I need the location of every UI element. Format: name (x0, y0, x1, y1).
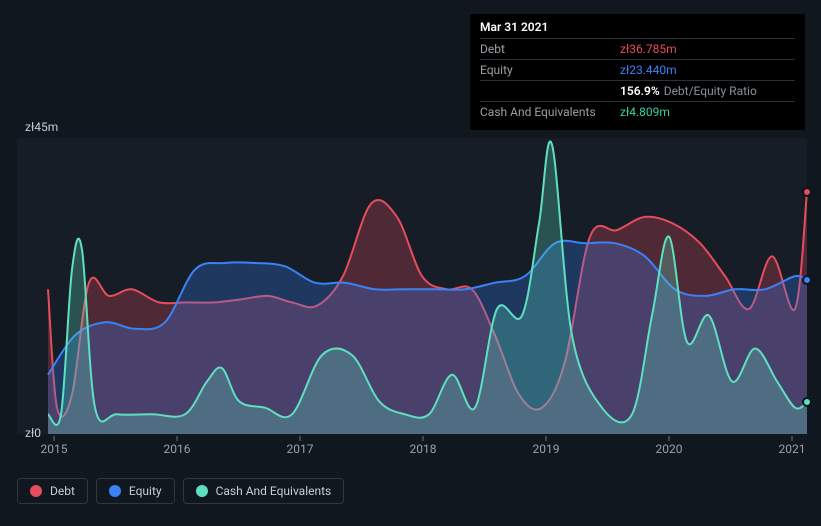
legend-swatch (196, 485, 208, 497)
x-tick: 2019 (533, 442, 560, 456)
chart-tooltip: Mar 31 2021 Debtzł36.785mEquityzł23.440m… (470, 14, 805, 130)
cursor-marker (802, 397, 812, 407)
chart-svg (17, 138, 807, 434)
x-tick: 2017 (287, 442, 314, 456)
legend-label: Cash And Equivalents (216, 484, 332, 498)
tooltip-row-label: Equity (480, 63, 620, 77)
tooltip-row: Equityzł23.440m (480, 59, 795, 80)
tooltip-row-value: 156.9%Debt/Equity Ratio (620, 84, 757, 98)
cursor-marker (802, 187, 812, 197)
tooltip-row: 156.9%Debt/Equity Ratio (480, 80, 795, 101)
tooltip-row: Cash And Equivalentszł4.809m (480, 101, 795, 122)
x-tick: 2015 (41, 442, 68, 456)
legend-item[interactable]: Equity (96, 478, 175, 504)
legend-swatch (30, 485, 42, 497)
tooltip-row-value: zł23.440m (620, 63, 677, 77)
tooltip-row-value: zł36.785m (620, 42, 677, 56)
legend: Debt Equity Cash And Equivalents (17, 478, 344, 504)
cursor-marker (802, 275, 812, 285)
tooltip-row: Debtzł36.785m (480, 38, 795, 59)
x-tick: 2016 (164, 442, 191, 456)
x-tick: 2020 (656, 442, 683, 456)
tooltip-row-label: Debt (480, 42, 620, 56)
chart-plot[interactable] (17, 138, 807, 434)
chart-area: zł45m zł0 (17, 120, 807, 440)
y-axis-min-label: zł0 (25, 426, 41, 440)
tooltip-rows: Debtzł36.785mEquityzł23.440m156.9%Debt/E… (480, 38, 795, 122)
x-tick: 2018 (410, 442, 437, 456)
x-axis: 2015 2016 2017 2018 2019 2020 2021 (17, 442, 807, 460)
tooltip-date: Mar 31 2021 (480, 20, 795, 38)
tooltip-row-label: Cash And Equivalents (480, 105, 620, 119)
legend-label: Debt (50, 484, 75, 498)
tooltip-row-label (480, 84, 620, 98)
legend-item[interactable]: Debt (17, 478, 88, 504)
legend-label: Equity (129, 484, 162, 498)
legend-item[interactable]: Cash And Equivalents (183, 478, 345, 504)
legend-swatch (109, 485, 121, 497)
y-axis-max-label: zł45m (25, 120, 58, 134)
x-tick: 2021 (779, 442, 806, 456)
tooltip-row-value: zł4.809m (620, 105, 670, 119)
